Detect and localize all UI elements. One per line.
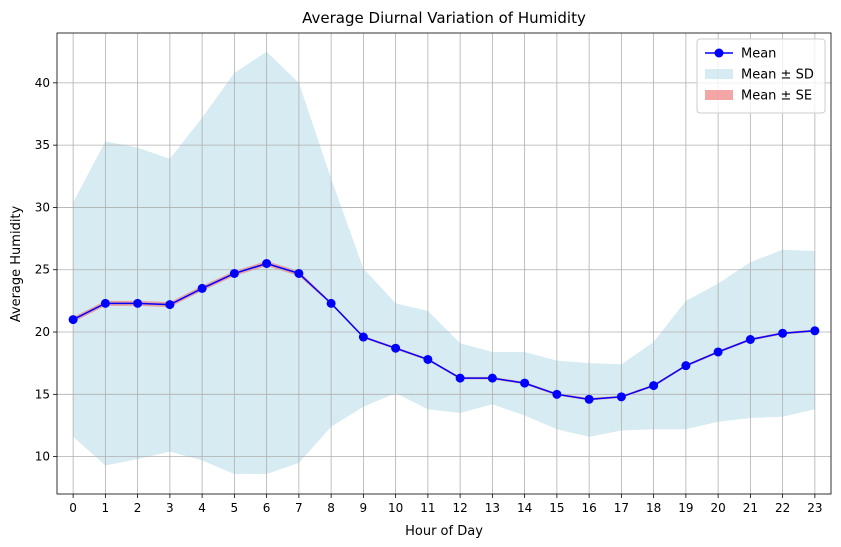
x-tick-label: 19 <box>678 501 693 515</box>
x-tick-label: 14 <box>517 501 532 515</box>
legend-band-swatch <box>705 90 733 100</box>
chart-title: Average Diurnal Variation of Humidity <box>302 9 586 27</box>
x-tick-label: 2 <box>134 501 142 515</box>
y-axis-label: Average Humidity <box>9 205 24 322</box>
y-tick-label: 20 <box>35 325 50 339</box>
y-tick-label: 30 <box>35 200 50 214</box>
mean-point <box>165 300 175 310</box>
mean-point <box>133 298 143 308</box>
legend-label: Mean <box>741 47 776 62</box>
legend: Mean Mean ± SD Mean ± SE <box>696 38 826 114</box>
x-tick-label: 3 <box>166 501 174 515</box>
mean-point <box>358 332 368 342</box>
x-tick-label: 7 <box>295 501 303 515</box>
x-tick-label: 15 <box>549 501 564 515</box>
x-tick-label: 23 <box>807 501 822 515</box>
mean-point <box>229 268 239 278</box>
mean-point <box>649 381 659 391</box>
mean-point <box>455 373 465 383</box>
mean-point <box>681 361 691 371</box>
x-tick-label: 4 <box>198 501 206 515</box>
mean-point <box>197 283 207 293</box>
x-tick-label: 17 <box>614 501 629 515</box>
x-axis-label: Hour of Day <box>405 524 483 539</box>
y-tick-label: 10 <box>35 450 50 464</box>
x-tick-label: 16 <box>581 501 596 515</box>
mean-line <box>72 262 815 401</box>
mean-point <box>616 392 626 402</box>
mean-point <box>423 354 433 364</box>
legend-label: Mean ± SE <box>741 89 812 104</box>
mean-point <box>778 328 788 338</box>
x-tick-label: 22 <box>775 501 790 515</box>
x-tick-label: 13 <box>485 501 500 515</box>
x-tick-label: 6 <box>263 501 271 515</box>
legend-label: Mean ± SD <box>741 68 814 83</box>
mean-point <box>262 259 272 268</box>
mean-point <box>745 335 755 345</box>
y-tick-label: 35 <box>35 138 50 152</box>
mean-point <box>584 394 594 404</box>
x-tick-label: 1 <box>102 501 110 515</box>
mean-point <box>294 268 304 278</box>
x-tick-label: 21 <box>743 501 758 515</box>
legend-band-swatch <box>705 69 733 79</box>
mean-point <box>100 298 110 308</box>
x-tick-label: 18 <box>646 501 661 515</box>
y-tick-label: 15 <box>35 387 50 401</box>
x-tick-label: 20 <box>710 501 725 515</box>
mean-point <box>810 326 820 336</box>
plot-area: 0 1 2 3 4 5 6 7 8 9 10 11 12 13 14 15 16 17 18 19 20 21 22 2310… <box>35 32 832 515</box>
legend-marker-swatch <box>714 48 724 58</box>
x-tick-label: 11 <box>420 501 435 515</box>
mean-point <box>713 347 723 357</box>
x-tick-label: 9 <box>360 501 368 515</box>
mean-point <box>391 343 401 353</box>
x-tick-label: 8 <box>327 501 335 515</box>
mean-point <box>487 373 497 383</box>
band-sd <box>73 51 815 475</box>
mean-point <box>68 315 78 325</box>
y-tick-label: 40 <box>35 76 50 90</box>
x-tick-label: 5 <box>231 501 239 515</box>
mean-point <box>326 298 336 308</box>
x-tick-label: 12 <box>452 501 467 515</box>
plot-frame <box>56 32 832 495</box>
y-tick-label: 25 <box>35 263 50 277</box>
x-tick-label: 0 <box>69 501 77 515</box>
mean-point <box>552 389 562 399</box>
x-tick-label: 10 <box>388 501 403 515</box>
mean-point <box>520 378 530 388</box>
